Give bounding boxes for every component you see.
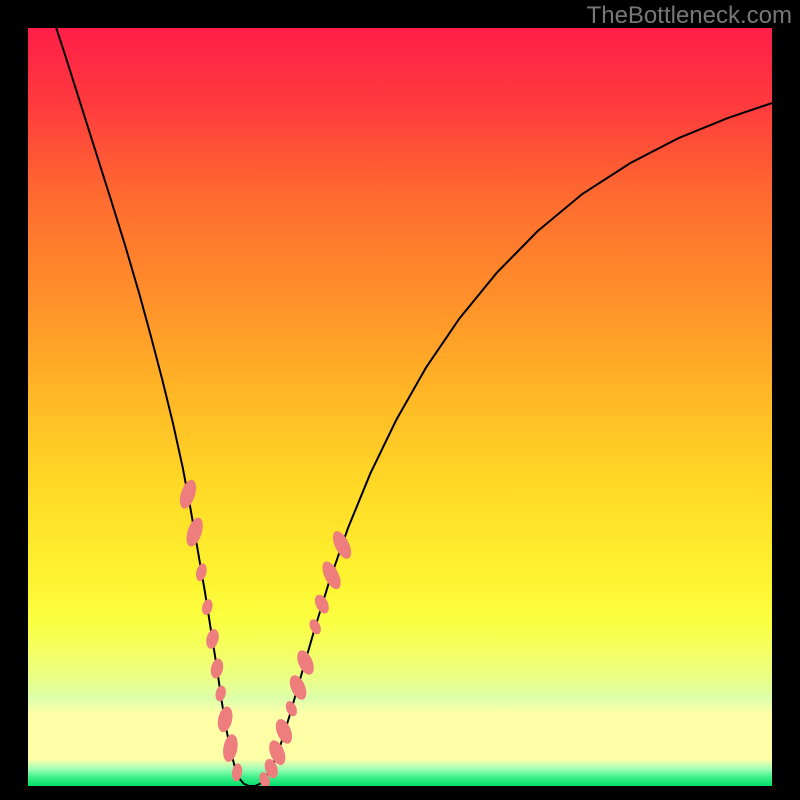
- left-marker-3: [201, 598, 215, 616]
- right-marker-7: [307, 617, 323, 636]
- chart-svg: [0, 0, 800, 800]
- left-marker-9: [231, 763, 243, 782]
- black-frame: [0, 0, 800, 800]
- left-marker-5: [209, 657, 225, 679]
- left-marker-4: [204, 628, 220, 650]
- right-marker-9: [319, 559, 345, 592]
- left-marker-1: [183, 516, 206, 549]
- left-marker-8: [221, 733, 240, 763]
- right-marker-5: [286, 673, 309, 702]
- left-marker-6: [214, 685, 227, 703]
- right-marker-4: [284, 699, 300, 718]
- right-marker-6: [294, 648, 317, 677]
- left-marker-2: [194, 562, 208, 582]
- watermark-text: TheBottleneck.com: [587, 2, 792, 30]
- left-marker-7: [216, 705, 235, 733]
- right-marker-8: [312, 592, 332, 615]
- bottleneck-curve: [55, 23, 772, 786]
- right-marker-10: [329, 528, 355, 561]
- left-marker-0: [177, 478, 200, 511]
